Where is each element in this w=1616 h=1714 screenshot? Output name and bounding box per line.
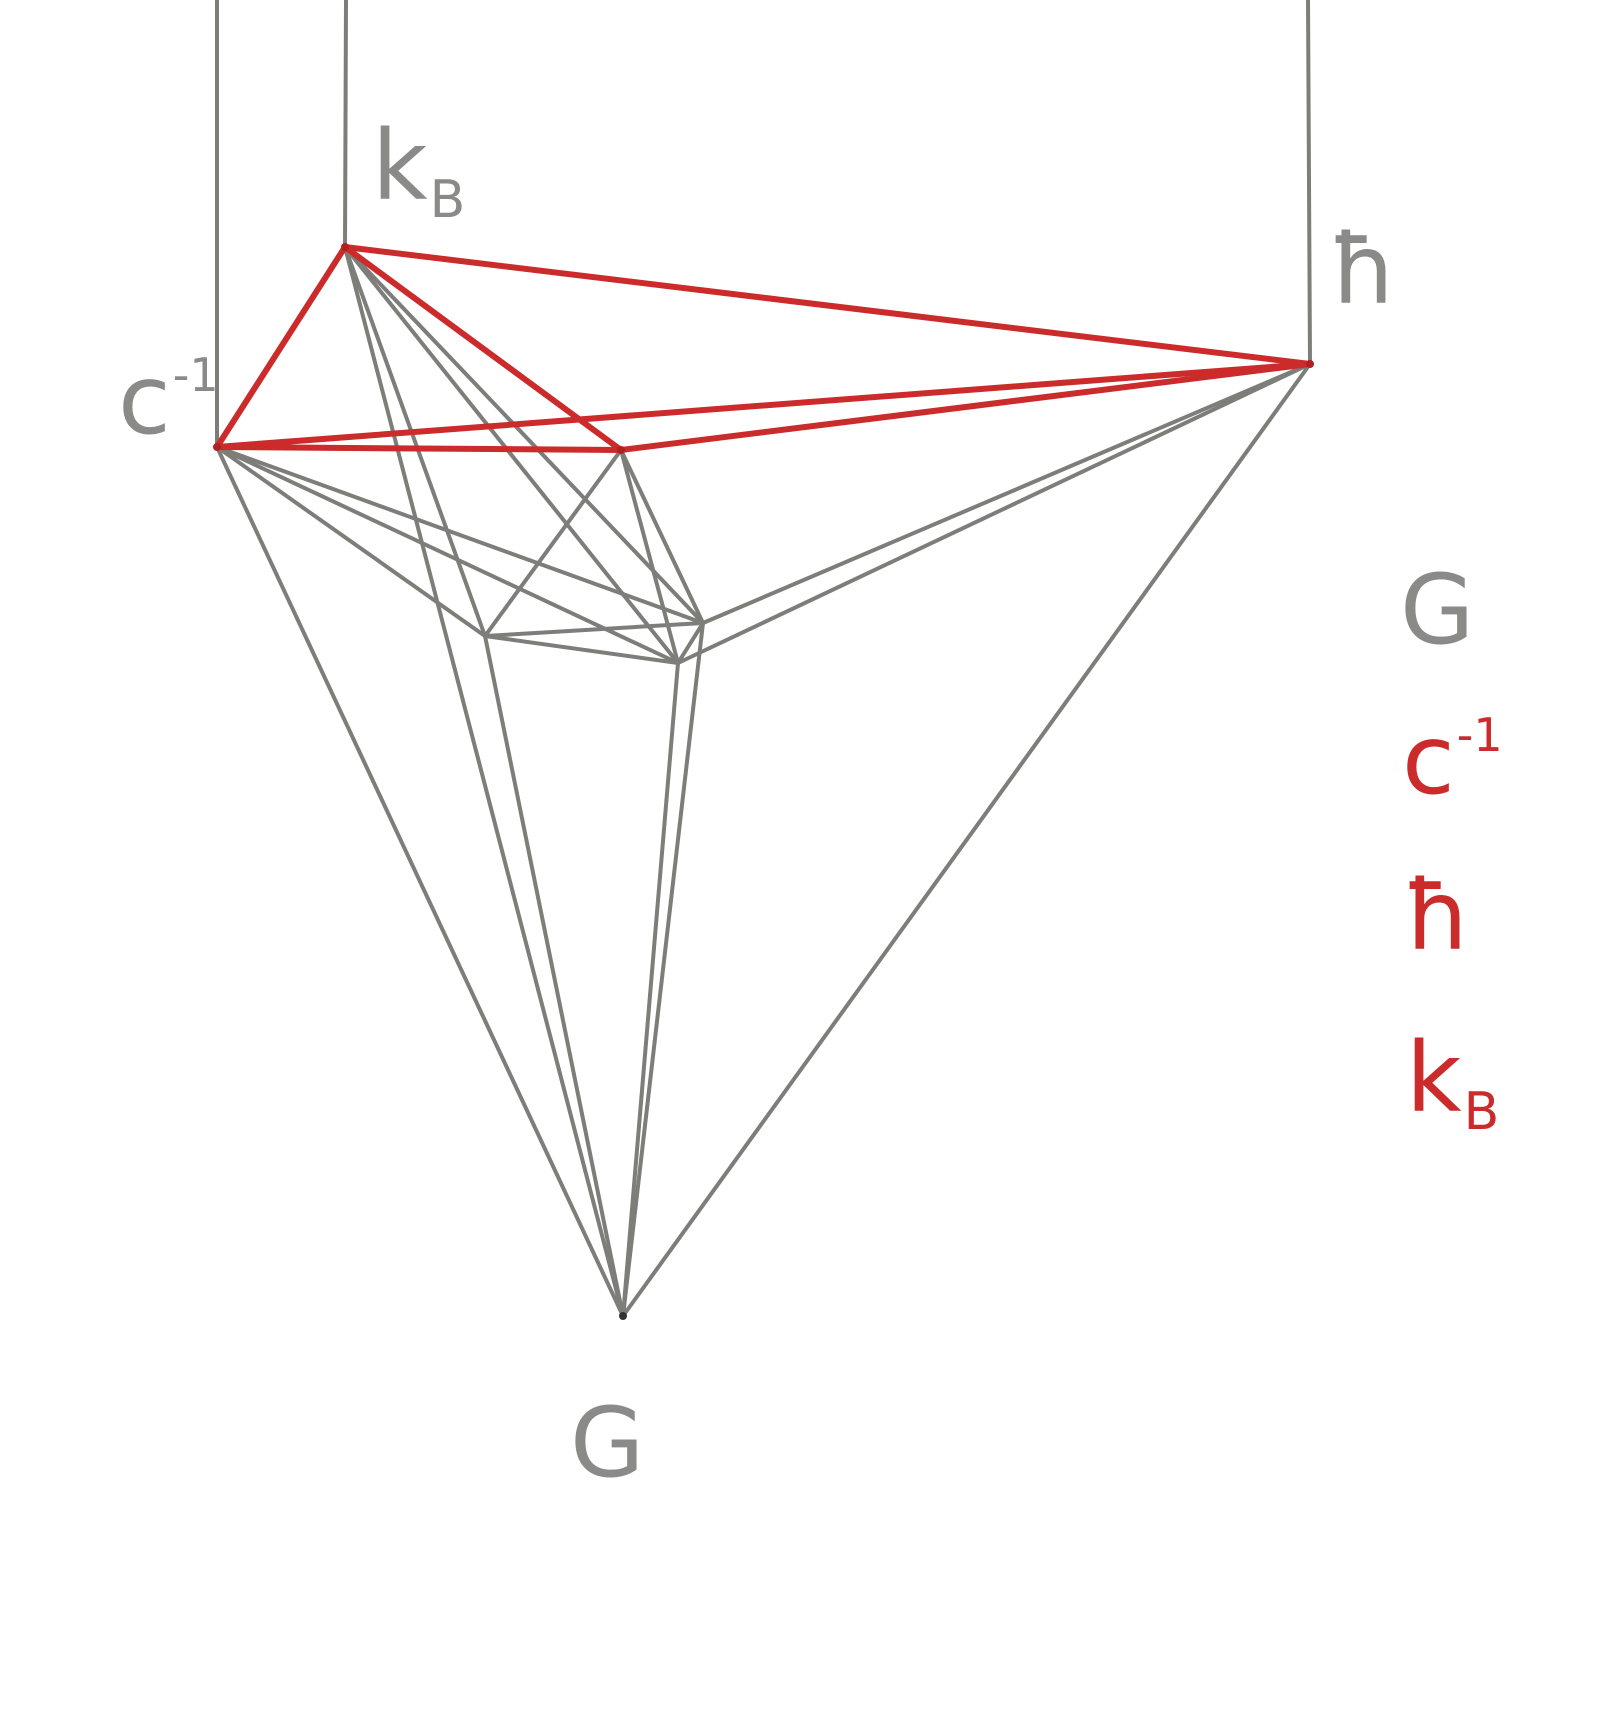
gray-edge-kb-q bbox=[343, 245, 487, 638]
gray-edge-r-g bbox=[621, 661, 680, 1318]
gray-edge-hbar-g bbox=[621, 362, 1312, 1318]
vertex-dot-g bbox=[619, 1312, 627, 1320]
vertex-label-hbar: ħ bbox=[1330, 214, 1397, 326]
gray-edge-kb-n bbox=[343, 245, 705, 625]
legend-item-g: G bbox=[1400, 554, 1475, 666]
gray-edge-vert-hbar bbox=[1306, 0, 1312, 366]
red-edge-kb-cinv bbox=[214, 244, 348, 450]
red-edge-kb-m bbox=[342, 244, 624, 453]
gray-edge-q-n bbox=[483, 621, 705, 638]
vertex-dot-hbar bbox=[1306, 360, 1314, 368]
gray-edge-m-q bbox=[483, 448, 623, 638]
red-edge-m-hbar bbox=[618, 361, 1313, 453]
gray-edge-q-g bbox=[483, 634, 625, 1318]
red-edge-cinv-hbar bbox=[214, 361, 1313, 450]
red-edge-kb-hbar bbox=[342, 244, 1313, 367]
gray-edge-m-r bbox=[619, 448, 680, 665]
vertex-dot-kb bbox=[341, 243, 349, 251]
gray-edge-cinv-r bbox=[215, 445, 680, 665]
gray-edge-n-r bbox=[676, 621, 705, 665]
gray-edge-cinv-n bbox=[215, 445, 705, 625]
legend-item-hbar: ħ bbox=[1404, 860, 1471, 972]
red-edge-cinv-m bbox=[214, 444, 624, 453]
gray-edge-q-r bbox=[483, 634, 680, 665]
vertex-label-c-inverse: c-1 bbox=[118, 344, 219, 456]
legend-item-c-inverse: c-1 bbox=[1402, 704, 1503, 816]
gray-edge-m-n bbox=[619, 448, 705, 625]
gray-edge-kb-g bbox=[343, 245, 625, 1318]
vertex-label-g: G bbox=[570, 1387, 645, 1499]
gray-edge-hbar-r bbox=[676, 362, 1312, 665]
vertex-label-kb: kB bbox=[372, 110, 466, 230]
legend-item-kb: kB bbox=[1406, 1022, 1500, 1142]
gray-edge-cinv-g bbox=[215, 445, 625, 1318]
vertex-dot-cinv bbox=[213, 443, 221, 451]
gray-edge-vert-kb bbox=[343, 0, 348, 249]
gray-edge-hbar-n bbox=[701, 362, 1312, 625]
vertex-dot-m bbox=[617, 446, 625, 454]
gray-edge-cinv-q bbox=[215, 445, 487, 638]
gray-edge-n-g bbox=[621, 621, 705, 1318]
